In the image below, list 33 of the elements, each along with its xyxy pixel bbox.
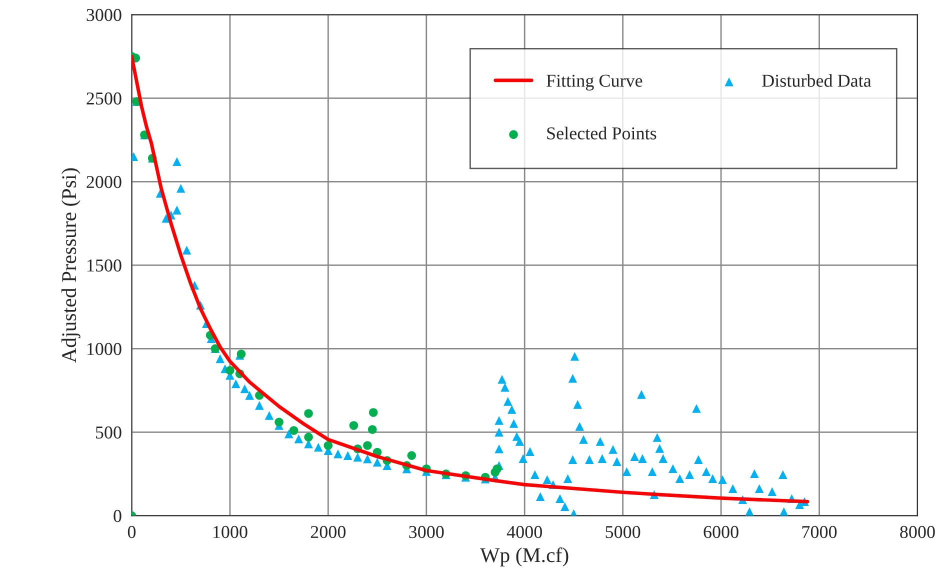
point	[368, 425, 377, 434]
y-tick-label: 2000	[86, 176, 122, 188]
x-tick-label: 5000	[606, 526, 640, 538]
x-tick-label: 2000	[310, 526, 346, 538]
x-tick-label: 4000	[506, 526, 542, 538]
y-axis-title: Adjusted Pressure (Psi)	[61, 168, 80, 363]
y-tick-label: 0	[114, 510, 122, 522]
point	[226, 366, 234, 375]
point	[492, 464, 502, 474]
point	[407, 451, 416, 460]
y-tick-label: 3000	[86, 8, 122, 22]
point	[304, 432, 313, 442]
point	[324, 441, 333, 450]
y-tick-label: 2500	[86, 92, 122, 105]
point	[304, 409, 313, 418]
point	[274, 418, 284, 427]
y-tick-label: 1500	[87, 259, 122, 272]
point	[368, 408, 378, 417]
point	[363, 441, 372, 450]
legend-label: Selected Points	[547, 126, 656, 140]
point	[349, 421, 358, 430]
x-tick-label: 6000	[704, 526, 738, 538]
point	[289, 426, 298, 435]
y-tick-label: 500	[96, 426, 122, 439]
x-axis-title: Wp (M.cf)	[480, 547, 568, 566]
x-tick-label: 3000	[409, 526, 444, 538]
x-tick-label: 0	[128, 526, 136, 538]
legend-label: Fitting Curve	[546, 74, 642, 91]
x-tick-label: 7000	[802, 526, 837, 538]
x-tick-label: 8000	[900, 526, 935, 538]
legend-label: Disturbed Data	[762, 74, 872, 87]
x-tick-label: 1000	[213, 526, 248, 538]
y-tick-label: 1000	[87, 342, 122, 356]
